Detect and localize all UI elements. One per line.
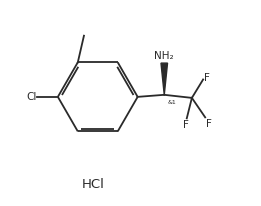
Text: HCl: HCl — [82, 178, 105, 191]
Text: F: F — [206, 119, 212, 129]
Text: F: F — [204, 74, 210, 83]
Polygon shape — [161, 63, 168, 95]
Text: F: F — [183, 120, 189, 130]
Text: NH₂: NH₂ — [155, 51, 174, 61]
Text: &1: &1 — [167, 100, 176, 105]
Text: Cl: Cl — [26, 92, 36, 102]
